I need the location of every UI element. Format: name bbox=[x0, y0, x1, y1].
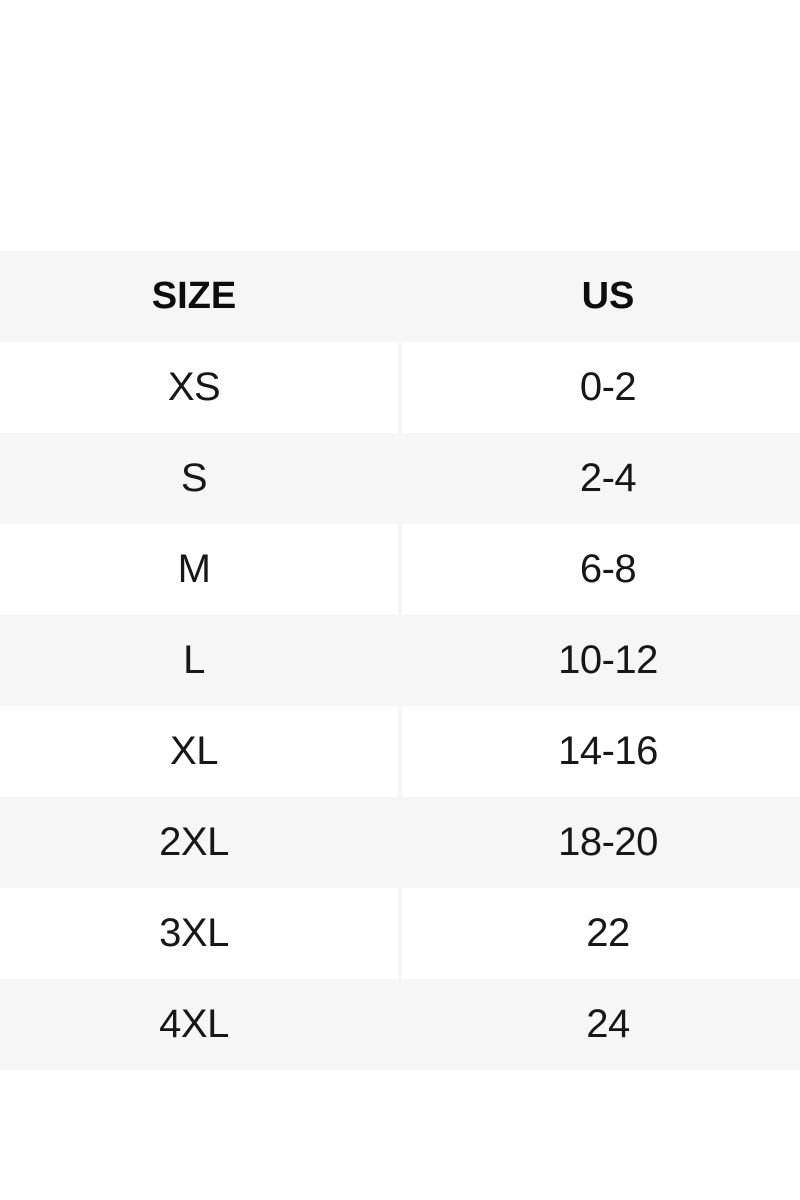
us-cell: 22 bbox=[586, 911, 630, 955]
table-row: XL 14-16 bbox=[0, 706, 800, 797]
us-cell: 18-20 bbox=[558, 820, 658, 864]
header-cell-size: SIZE bbox=[0, 251, 402, 342]
us-cell: 2-4 bbox=[579, 456, 637, 500]
us-cell: 0-2 bbox=[579, 365, 637, 409]
table-row: 3XL 22 bbox=[0, 888, 800, 979]
us-cell: 14-16 bbox=[558, 729, 658, 773]
header-cell-us: US bbox=[581, 275, 635, 317]
size-cell: L bbox=[0, 615, 402, 706]
size-cell: 3XL bbox=[0, 888, 402, 979]
size-cell: M bbox=[0, 524, 402, 615]
table-row: S 2-4 bbox=[0, 433, 800, 524]
size-cell: 2XL bbox=[0, 797, 402, 888]
table-row: 2XL 18-20 bbox=[0, 797, 800, 888]
size-cell: S bbox=[0, 433, 402, 524]
size-chart-table: SIZE US XS 0-2 S 2-4 M 6-8 L 10-12 XL 14… bbox=[0, 251, 800, 1070]
us-cell: 6-8 bbox=[579, 547, 637, 591]
table-row: M 6-8 bbox=[0, 524, 800, 615]
size-cell: XS bbox=[0, 342, 402, 433]
size-cell: 4XL bbox=[0, 979, 402, 1070]
size-cell: XL bbox=[0, 706, 402, 797]
table-row: XS 0-2 bbox=[0, 342, 800, 433]
table-header-row: SIZE US bbox=[0, 251, 800, 342]
table-row: L 10-12 bbox=[0, 615, 800, 706]
table-row: 4XL 24 bbox=[0, 979, 800, 1070]
us-cell: 10-12 bbox=[558, 638, 658, 682]
us-cell: 24 bbox=[586, 1002, 630, 1046]
